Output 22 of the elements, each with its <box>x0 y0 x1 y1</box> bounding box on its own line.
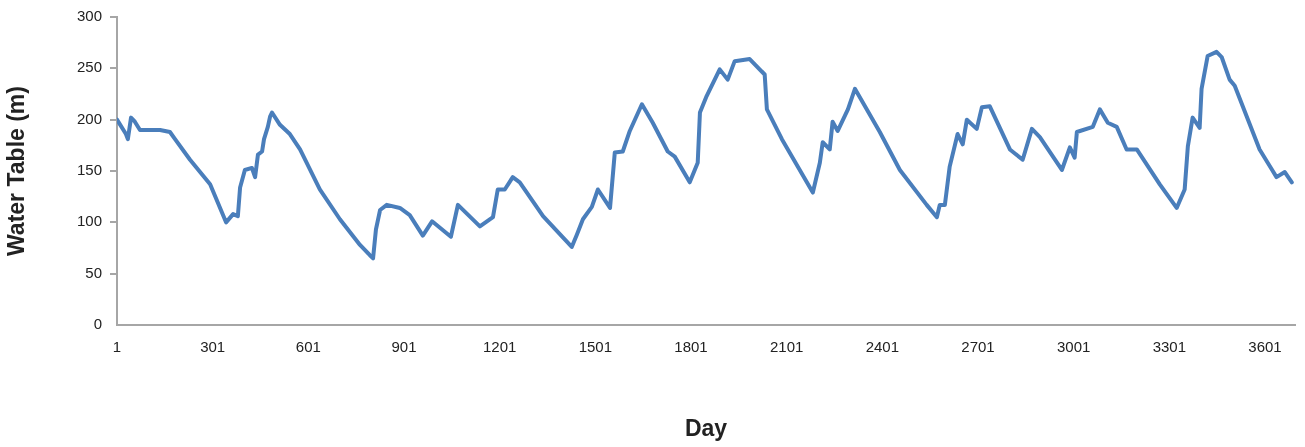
x-tick-label: 3301 <box>1152 338 1187 356</box>
y-tick-label: 100 <box>76 212 102 230</box>
x-tick-label: 1 <box>112 338 122 356</box>
y-tick-label: 200 <box>76 109 102 127</box>
x-tick-label: 301 <box>200 338 226 356</box>
y-tick-label: 300 <box>76 7 102 25</box>
x-tick-label: 901 <box>391 338 417 356</box>
x-tick-label: 1201 <box>482 338 517 356</box>
x-tick-label: 3001 <box>1057 338 1091 356</box>
x-tick-label: 601 <box>295 338 321 356</box>
y-tick-label: 50 <box>85 263 102 281</box>
y-tick-label: 150 <box>76 161 102 179</box>
x-tick-label: 2701 <box>961 338 995 356</box>
y-tick-label: 0 <box>93 315 102 333</box>
x-tick-label: 2401 <box>865 338 900 356</box>
x-tick-label: 3601 <box>1248 338 1282 356</box>
x-tick-label: 1801 <box>674 338 708 356</box>
x-axis-title: Day <box>684 414 728 441</box>
y-tick-label: 250 <box>76 58 102 76</box>
x-tick-label: 1501 <box>578 338 613 356</box>
y-axis-title: Water Table (m) <box>3 86 30 256</box>
x-tick-label: 2101 <box>769 338 804 356</box>
